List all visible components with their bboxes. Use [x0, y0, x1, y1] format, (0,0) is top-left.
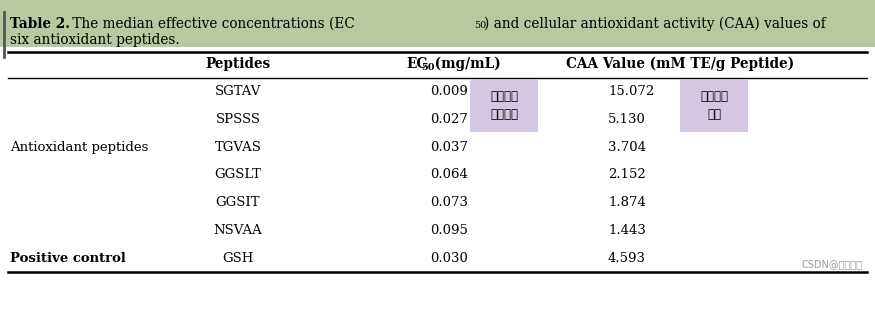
Text: 0.030: 0.030 [430, 252, 468, 265]
Text: six antioxidant peptides.: six antioxidant peptides. [10, 33, 179, 47]
Text: 1.874: 1.874 [608, 196, 646, 209]
Text: 0.095: 0.095 [430, 224, 468, 237]
Bar [0, 0, 875, 47]
Bar [470, 79, 538, 132]
Bar [680, 79, 748, 132]
Text: CSDN@黄思博计: CSDN@黄思博计 [801, 259, 862, 269]
Text: GGSIT: GGSIT [216, 196, 260, 209]
Text: 2.152: 2.152 [608, 168, 646, 182]
Text: 0.027: 0.027 [430, 113, 468, 126]
Text: GGSLT: GGSLT [214, 168, 262, 182]
Text: 抗氧化活
性値: 抗氧化活 性値 [700, 90, 728, 121]
Text: EC: EC [406, 57, 427, 71]
Text: GSH: GSH [222, 252, 254, 265]
Text: Antioxidant peptides: Antioxidant peptides [10, 141, 149, 154]
Text: 50: 50 [474, 21, 487, 30]
Text: 0.073: 0.073 [430, 196, 468, 209]
Text: 0.009: 0.009 [430, 85, 468, 98]
Text: 0.064: 0.064 [430, 168, 468, 182]
Text: SGTAV: SGTAV [215, 85, 262, 98]
Text: SPSSS: SPSSS [215, 113, 261, 126]
Text: CAA Value (mM TE/g Peptide): CAA Value (mM TE/g Peptide) [566, 57, 794, 71]
Text: Table 2.: Table 2. [10, 17, 70, 31]
Text: 15.072: 15.072 [608, 85, 654, 98]
Text: 0.037: 0.037 [430, 141, 468, 154]
Text: TGVAS: TGVAS [214, 141, 262, 154]
Text: 5.130: 5.130 [608, 113, 646, 126]
Text: 1.443: 1.443 [608, 224, 646, 237]
Text: 多肽的半
数有效率: 多肽的半 数有效率 [490, 90, 518, 121]
Text: NSVAA: NSVAA [214, 224, 262, 237]
Text: (mg/mL): (mg/mL) [430, 57, 500, 71]
Text: 3.704: 3.704 [608, 141, 646, 154]
Text: 50: 50 [421, 64, 435, 72]
Text: The median effective concentrations (EC: The median effective concentrations (EC [68, 17, 354, 31]
Text: 4.593: 4.593 [608, 252, 646, 265]
Text: ) and cellular antioxidant activity (CAA) values of: ) and cellular antioxidant activity (CAA… [484, 17, 826, 32]
Text: Positive control: Positive control [10, 252, 126, 265]
Bar [0, 47, 875, 312]
Text: Peptides: Peptides [206, 57, 270, 71]
